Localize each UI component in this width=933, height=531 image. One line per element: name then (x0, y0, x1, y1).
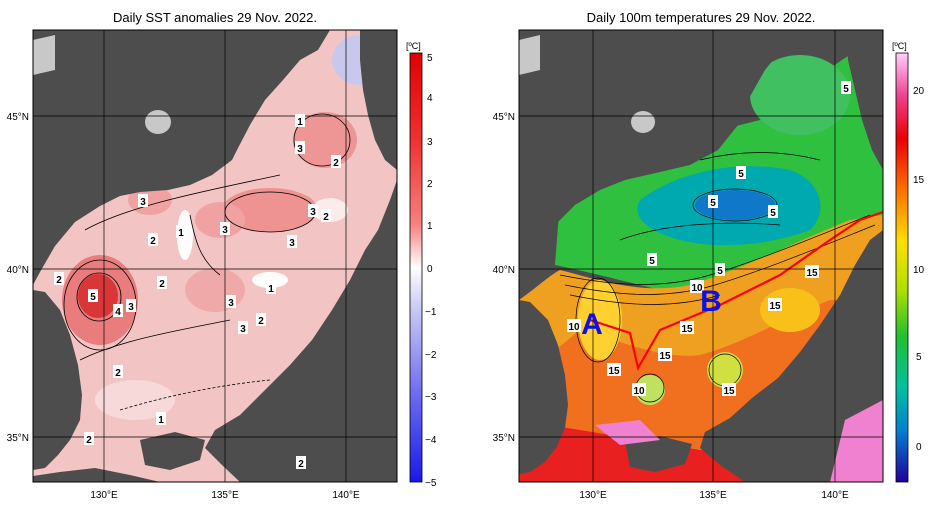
cb-tick: −3 (425, 392, 437, 403)
contour-label: 15 (608, 366, 620, 377)
colorbar-unit: [ºC] (892, 41, 907, 51)
contour-label: 2 (159, 279, 165, 290)
contour-label: 5 (717, 266, 723, 277)
lat-label: 35°N (7, 433, 29, 444)
cb-tick: 0 (916, 442, 922, 453)
right-map (519, 30, 883, 482)
lat-label: 45°N (493, 112, 515, 123)
cb-tick: 3 (427, 137, 433, 148)
contour-label: 10 (633, 386, 645, 397)
land (519, 30, 883, 482)
contour-label: 5 (90, 292, 96, 303)
contour-label: 3 (297, 144, 303, 155)
contour-label: 3 (289, 238, 295, 249)
contour-label: 2 (333, 158, 339, 169)
lat-label: 40°N (493, 265, 515, 276)
contour-label: 3 (228, 298, 234, 309)
contour-label: 10 (691, 283, 703, 294)
right-colorbar: [ºC] 20 15 10 5 0 (892, 41, 925, 483)
cb-tick: −4 (425, 435, 437, 446)
contour-label: 15 (769, 301, 781, 312)
cb-tick: −5 (425, 478, 437, 489)
cb-tick: −1 (425, 307, 437, 318)
right-title: Daily 100m temperatures 29 Nov. 2022. (587, 10, 816, 25)
contour-label: 5 (710, 198, 716, 209)
colorbar-unit: [ºC] (406, 41, 421, 51)
lat-label: 45°N (7, 112, 29, 123)
contour-label: 5 (843, 84, 849, 95)
left-contour-labels: 1 3 2 3 3 2 3 3 1 2 2 2 5 4 3 2 3 1 3 2 … (54, 114, 341, 470)
contour-label: 3 (240, 324, 246, 335)
cb-tick: 5 (427, 53, 433, 64)
contour-label: 1 (158, 415, 164, 426)
cb-tick: 2 (427, 179, 433, 190)
contour-label: 2 (115, 368, 121, 379)
contour-label: 4 (115, 307, 121, 318)
contour-label: 2 (298, 459, 304, 470)
cb-tick: 10 (913, 265, 925, 276)
contour-label: 3 (140, 197, 146, 208)
contour-label: 5 (738, 169, 744, 180)
lon-label: 140°E (821, 490, 849, 501)
land (33, 30, 397, 482)
cb-tick: 4 (427, 93, 433, 104)
lon-label: 140°E (332, 490, 360, 501)
contour-label: 5 (649, 256, 655, 267)
lon-label: 135°E (699, 490, 727, 501)
nodata-areas (519, 35, 655, 133)
contour-label: 15 (723, 386, 735, 397)
lon-label: 130°E (90, 490, 118, 501)
cb-tick: 5 (916, 352, 922, 363)
contour-label: 1 (178, 228, 184, 239)
cb-tick: 0 (427, 264, 433, 275)
contour-label: 5 (770, 208, 776, 219)
left-title: Daily SST anomalies 29 Nov. 2022. (113, 10, 317, 25)
section-line (589, 210, 883, 371)
contour-label: 1 (297, 117, 303, 128)
grid (519, 30, 883, 482)
contour-label: 3 (310, 207, 316, 218)
left-map (33, 30, 397, 482)
pink-zones (595, 400, 883, 482)
marker-b: B (700, 285, 722, 318)
contours (63, 113, 351, 411)
contour-label: 2 (323, 212, 329, 223)
contour-label: 1 (268, 284, 274, 295)
cb-tick: −2 (425, 350, 437, 361)
cb-tick: 1 (427, 221, 433, 232)
left-colorbar: [ºC] 5 4 3 2 1 0 −1 −2 −3 −4 −5 (406, 41, 437, 489)
contour-label: 15 (681, 324, 693, 335)
lon-label: 135°E (211, 490, 239, 501)
contour-label: 10 (568, 322, 580, 333)
contour-label: 3 (222, 225, 228, 236)
contour-label: 3 (128, 302, 134, 313)
lat-label: 35°N (493, 433, 515, 444)
cb-tick: 20 (913, 86, 925, 97)
contour-label: 2 (150, 236, 156, 247)
right-contour-labels: 5 5 5 5 5 5 10 15 15 10 15 15 15 10 15 (567, 81, 851, 397)
contour-label: 15 (659, 351, 671, 362)
contour-label: 2 (258, 316, 264, 327)
contour-label: 2 (86, 435, 92, 446)
grid (33, 30, 397, 482)
cb-tick: 15 (913, 175, 925, 186)
contour-label: 2 (56, 275, 62, 286)
lon-label: 130°E (579, 490, 607, 501)
contour-label: 15 (806, 268, 818, 279)
lat-label: 40°N (7, 265, 29, 276)
marker-a: A (581, 308, 603, 341)
